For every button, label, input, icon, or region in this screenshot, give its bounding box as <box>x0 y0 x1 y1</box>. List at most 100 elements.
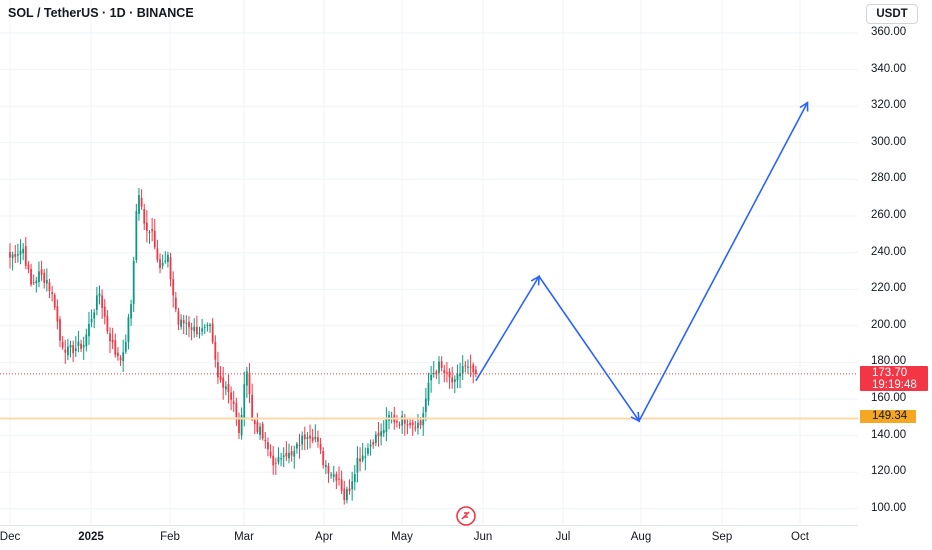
candle-body <box>198 333 201 335</box>
candle-body <box>280 458 282 460</box>
candle-body <box>95 295 98 310</box>
candle-body <box>177 311 180 325</box>
candle-body <box>340 479 343 491</box>
candle-body <box>56 306 59 322</box>
candle-body <box>317 437 319 442</box>
candle-body <box>359 458 361 462</box>
candle-body <box>238 419 240 433</box>
price-tick-label: 260.00 <box>871 209 907 221</box>
candle-body <box>332 474 335 477</box>
candle-body <box>343 488 346 501</box>
candle-body <box>409 423 411 426</box>
time-tick-label: Feb <box>160 531 180 543</box>
candle-body <box>101 295 104 308</box>
time-tick-label: Sep <box>711 531 733 543</box>
candle-body <box>114 340 117 355</box>
candle-body <box>88 323 90 337</box>
candle-body <box>322 450 325 466</box>
candle-body <box>469 366 472 368</box>
candle-body <box>74 348 77 352</box>
candle-body <box>159 259 161 269</box>
last-price-value: 173.70 <box>872 367 908 379</box>
candle-body <box>230 392 232 400</box>
time-tick-label: Dec <box>0 531 21 543</box>
candle-body <box>438 361 440 373</box>
candle-body <box>403 418 406 424</box>
candle-body <box>253 420 256 425</box>
price-tick-label: 340.00 <box>871 62 907 75</box>
candle-body <box>319 443 322 450</box>
price-tick-label: 220.00 <box>871 282 907 295</box>
candle-body <box>327 465 330 474</box>
price-tick-label: 300.00 <box>871 135 907 148</box>
candle-body <box>72 345 75 354</box>
candle-body <box>169 257 172 280</box>
chart-overlays <box>0 101 858 423</box>
candle-body <box>369 444 372 447</box>
candle-body <box>127 317 130 343</box>
candle-body <box>185 322 188 324</box>
candle-body <box>153 230 156 248</box>
candle-body <box>390 416 393 418</box>
candle-body <box>338 478 340 480</box>
candle-body <box>211 323 214 342</box>
candle-body <box>277 456 280 463</box>
candle-body <box>172 279 175 296</box>
price-tick-label: 200.00 <box>871 318 907 331</box>
candle-body <box>288 452 290 459</box>
candle-body <box>53 294 56 308</box>
candle-body <box>461 366 464 374</box>
candle-body <box>272 455 275 466</box>
candle-body <box>119 357 122 361</box>
candle-body <box>456 374 459 381</box>
candle-body <box>45 280 48 284</box>
candle-body <box>348 488 351 491</box>
projection-path <box>475 102 809 423</box>
candle-body <box>374 434 377 444</box>
tradingview-logo-icon[interactable] <box>456 506 476 526</box>
candle-body <box>274 462 277 464</box>
candle-body <box>251 394 254 419</box>
projection-arrowhead <box>799 101 809 112</box>
candle-body <box>167 254 169 263</box>
candle-body <box>459 373 461 377</box>
last-price-badge: 173.70 19:19:48 <box>860 366 928 391</box>
currency-button[interactable]: USDT <box>866 4 918 24</box>
candle-body <box>285 452 288 457</box>
candle-body <box>117 352 119 357</box>
candle-body <box>61 342 64 348</box>
candle-body <box>111 339 114 343</box>
candle-body <box>382 430 385 434</box>
candle-body <box>448 371 451 378</box>
candle-body <box>424 398 427 412</box>
candle-body <box>148 231 151 233</box>
candle-body <box>432 373 435 375</box>
level-price-badge: 149.34 <box>860 410 916 423</box>
time-tick-label: Apr <box>315 531 333 543</box>
candle-body <box>361 455 364 461</box>
candle-body <box>193 326 196 332</box>
bar-countdown: 19:19:48 <box>872 379 917 391</box>
time-tick-label: Oct <box>791 531 809 543</box>
candle-body <box>180 319 182 327</box>
candle-body <box>145 222 148 231</box>
candle-body <box>151 229 154 232</box>
candle-body <box>48 282 51 291</box>
candle-body <box>11 254 14 258</box>
price-tick-label: 360.00 <box>871 26 907 38</box>
time-tick-label: May <box>391 531 413 543</box>
candle-body <box>451 377 454 383</box>
candle-body <box>106 316 109 332</box>
chart-title: SOL / TetherUS · 1D · BINANCE <box>8 6 194 20</box>
time-tick-label: Jul <box>555 531 571 543</box>
candle-body <box>356 458 359 473</box>
candle-body <box>380 431 383 437</box>
price-tick-label: 320.00 <box>871 99 907 112</box>
candle-body <box>59 319 61 341</box>
candle-body <box>161 262 164 266</box>
candle-body <box>293 450 296 457</box>
candle-body <box>122 352 125 362</box>
candle-body <box>440 361 443 368</box>
candle-body <box>14 254 17 257</box>
